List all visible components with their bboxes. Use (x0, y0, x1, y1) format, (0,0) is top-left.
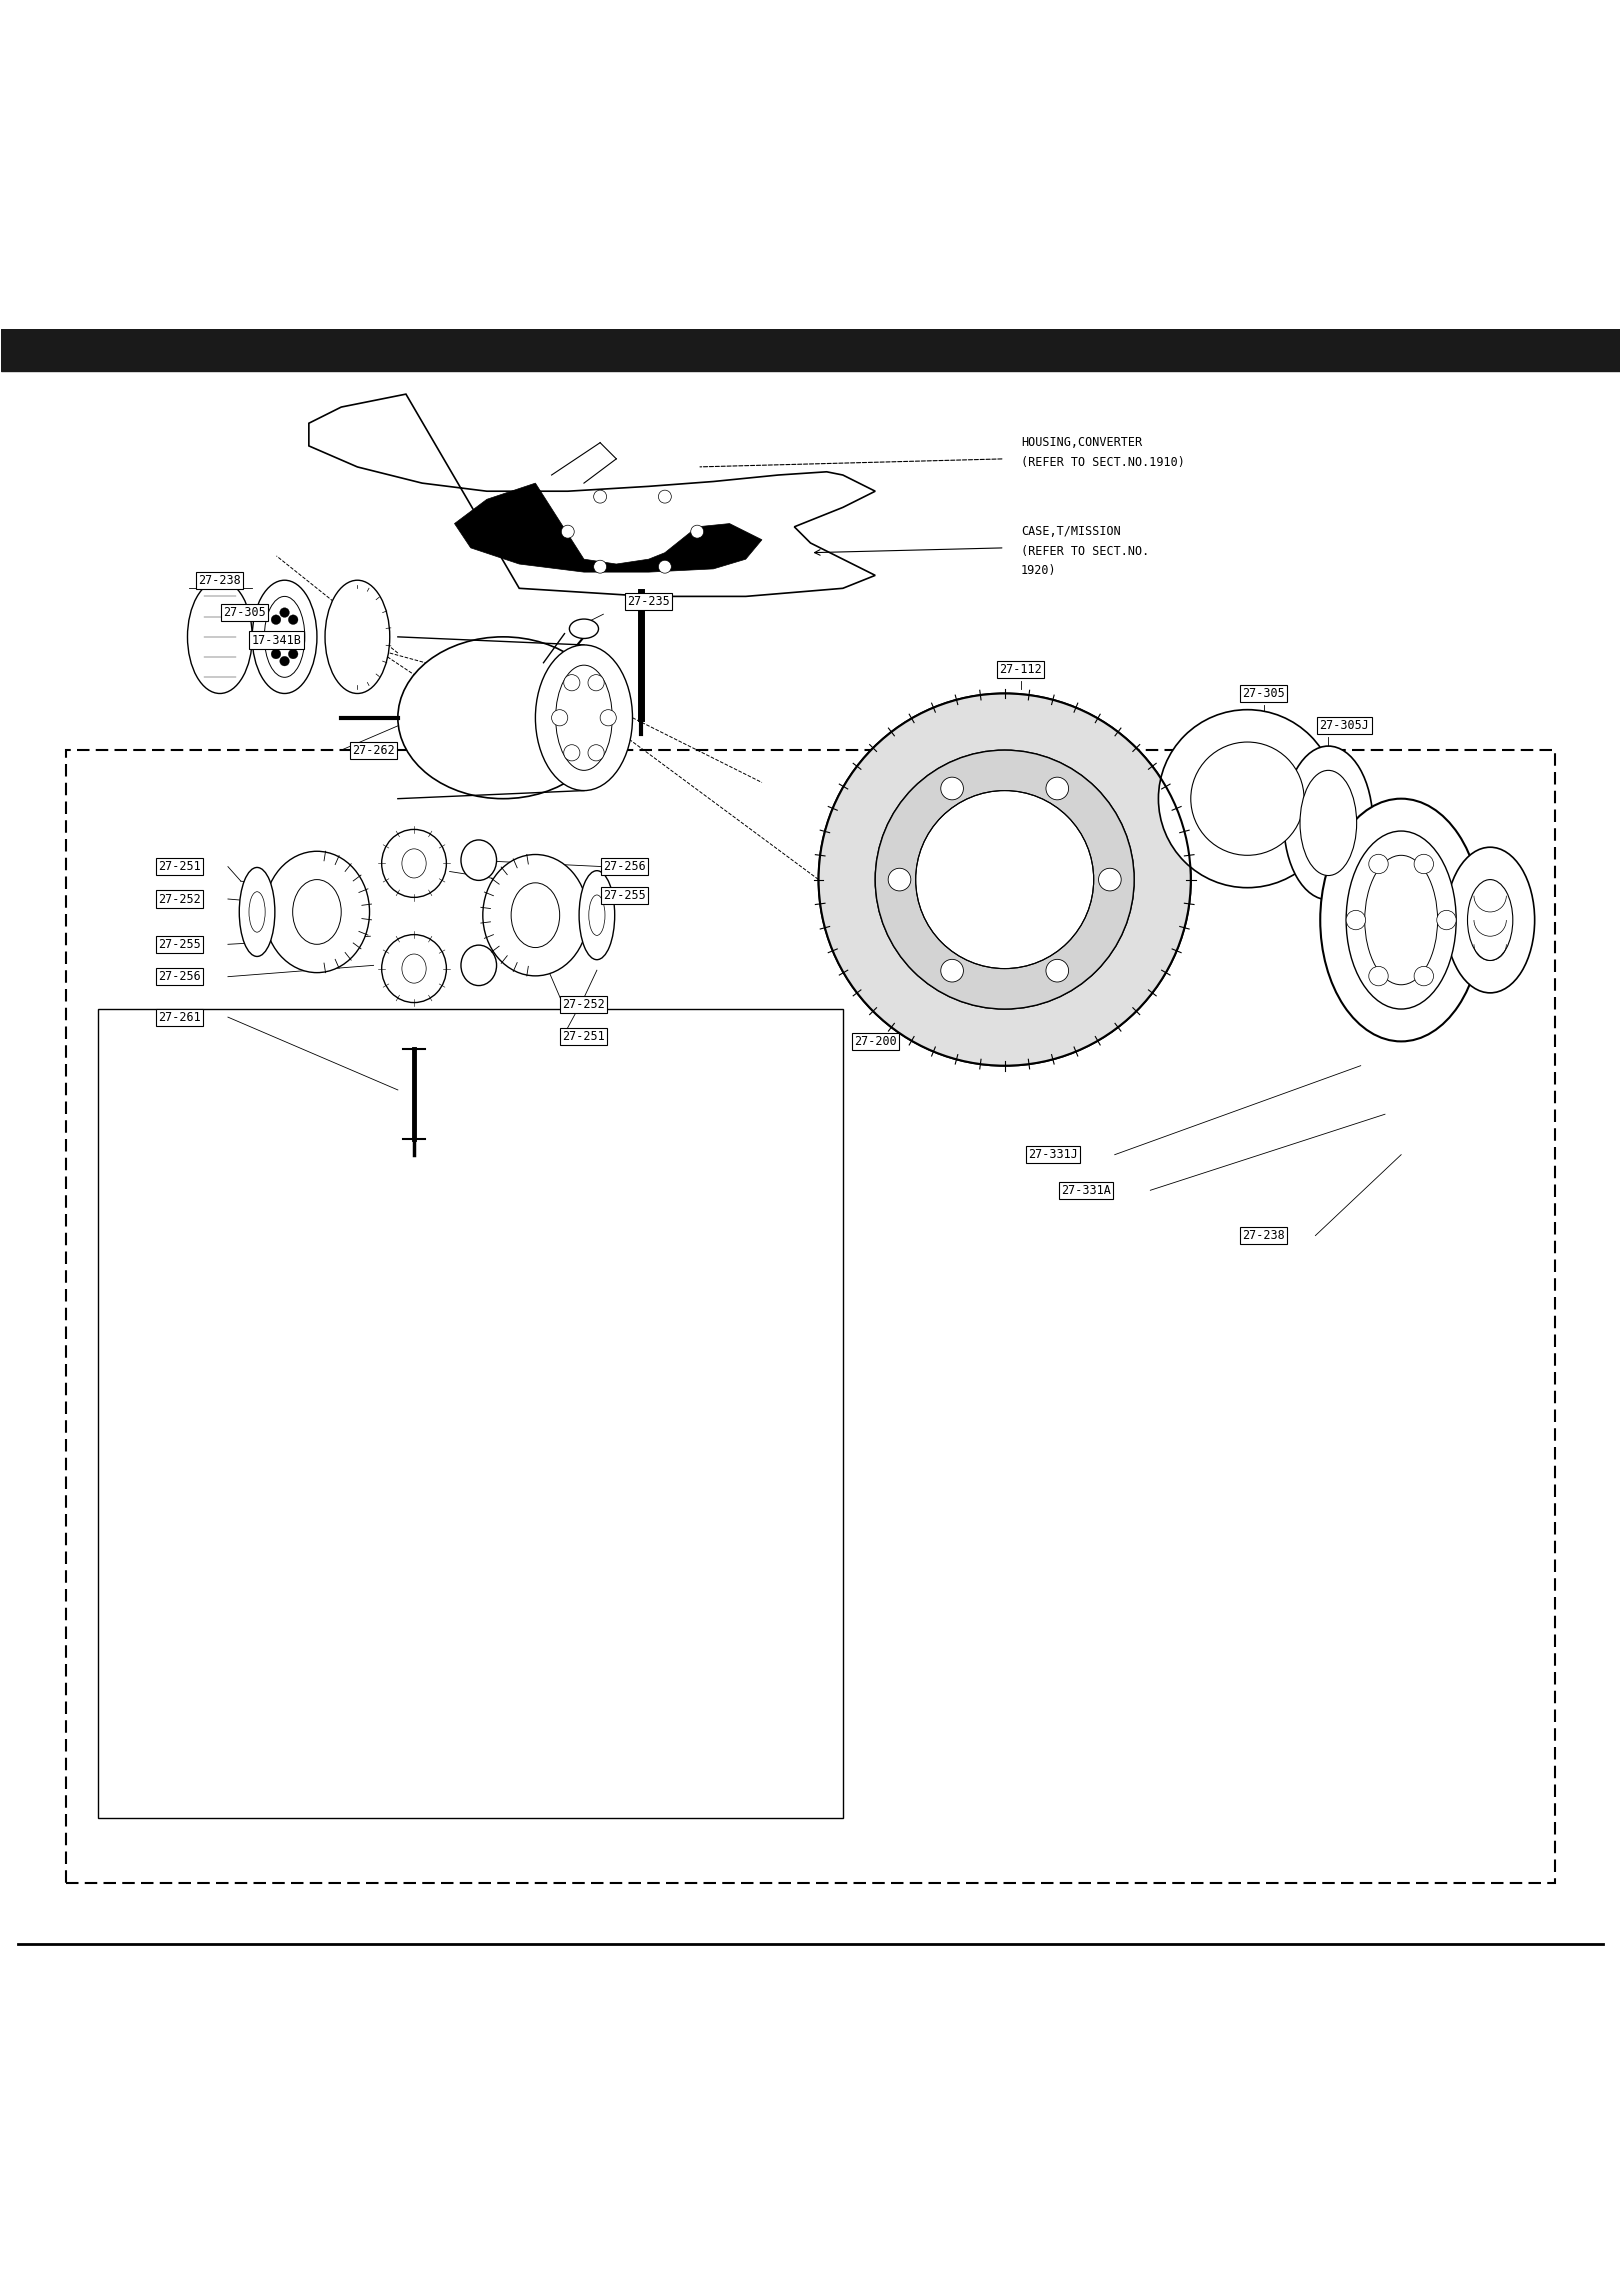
Ellipse shape (293, 879, 340, 945)
Circle shape (280, 608, 290, 617)
Circle shape (267, 633, 277, 642)
Circle shape (1191, 742, 1303, 856)
Ellipse shape (535, 644, 632, 790)
Circle shape (593, 560, 606, 574)
Circle shape (600, 710, 616, 726)
Text: 27-112: 27-112 (1000, 663, 1042, 676)
Circle shape (289, 615, 298, 624)
Circle shape (1159, 710, 1336, 888)
Circle shape (588, 674, 605, 690)
Ellipse shape (588, 895, 605, 936)
Bar (2, 330, 1619, 371)
Circle shape (588, 745, 605, 761)
Ellipse shape (483, 854, 588, 977)
Text: 27-305J: 27-305J (1319, 720, 1370, 733)
FancyBboxPatch shape (66, 749, 1555, 1883)
Text: 27-255: 27-255 (603, 890, 645, 902)
Text: 27-305: 27-305 (1242, 688, 1285, 699)
Ellipse shape (1467, 879, 1512, 961)
Text: HOUSING,CONVERTER: HOUSING,CONVERTER (1021, 437, 1141, 449)
Circle shape (691, 526, 704, 537)
Ellipse shape (556, 665, 613, 770)
Text: CASE,T/MISSION: CASE,T/MISSION (1021, 526, 1120, 537)
Circle shape (271, 615, 280, 624)
Ellipse shape (240, 868, 276, 956)
Circle shape (593, 490, 606, 503)
Circle shape (1046, 959, 1068, 981)
Ellipse shape (1319, 799, 1482, 1041)
Circle shape (1436, 911, 1456, 929)
Text: 17-341B: 17-341B (251, 633, 302, 647)
Text: 27-331J: 27-331J (1028, 1148, 1078, 1161)
Text: (REFER TO SECT.NO.: (REFER TO SECT.NO. (1021, 544, 1149, 558)
Ellipse shape (1446, 847, 1535, 993)
Circle shape (289, 649, 298, 658)
Ellipse shape (264, 597, 305, 676)
Ellipse shape (402, 954, 426, 984)
Ellipse shape (253, 581, 318, 694)
Circle shape (658, 490, 671, 503)
Ellipse shape (1365, 856, 1438, 984)
Ellipse shape (381, 829, 446, 897)
Ellipse shape (381, 934, 446, 1002)
Ellipse shape (188, 581, 253, 694)
Polygon shape (310, 394, 875, 597)
Circle shape (292, 633, 302, 642)
Circle shape (271, 649, 280, 658)
Ellipse shape (460, 945, 496, 986)
Text: 27-251: 27-251 (562, 1029, 605, 1043)
Ellipse shape (579, 870, 614, 959)
Ellipse shape (397, 638, 608, 799)
Text: (REFER TO SECT.NO.1910): (REFER TO SECT.NO.1910) (1021, 455, 1185, 469)
Ellipse shape (569, 619, 598, 638)
Circle shape (280, 656, 290, 665)
Ellipse shape (1345, 831, 1456, 1009)
Text: 27-238: 27-238 (198, 574, 242, 587)
Circle shape (551, 710, 567, 726)
Ellipse shape (250, 893, 266, 931)
Text: 27-252: 27-252 (157, 893, 201, 906)
Circle shape (875, 749, 1135, 1009)
Ellipse shape (326, 581, 389, 694)
Text: 27-256: 27-256 (603, 861, 645, 872)
Text: 27-235: 27-235 (627, 594, 669, 608)
Text: 27-256: 27-256 (157, 970, 201, 984)
Text: 27-238: 27-238 (1242, 1230, 1285, 1241)
Circle shape (564, 674, 580, 690)
Circle shape (940, 776, 963, 799)
Text: 27-305: 27-305 (222, 606, 266, 619)
Ellipse shape (1300, 770, 1357, 877)
Circle shape (888, 868, 911, 890)
Text: 27-261: 27-261 (157, 1011, 201, 1025)
Ellipse shape (402, 849, 426, 879)
Circle shape (1368, 965, 1388, 986)
Circle shape (564, 745, 580, 761)
Circle shape (1099, 868, 1122, 890)
Ellipse shape (264, 852, 370, 972)
Circle shape (561, 526, 574, 537)
Polygon shape (454, 483, 762, 572)
Text: 27-255: 27-255 (157, 938, 201, 952)
Circle shape (658, 560, 671, 574)
Circle shape (916, 790, 1094, 968)
Text: 27-251: 27-251 (157, 861, 201, 872)
Circle shape (1046, 776, 1068, 799)
Text: 1920): 1920) (1021, 565, 1057, 576)
Text: 27-200: 27-200 (854, 1036, 896, 1047)
Circle shape (1345, 911, 1365, 929)
Circle shape (1414, 965, 1433, 986)
Ellipse shape (460, 840, 496, 881)
Text: 27-262: 27-262 (352, 745, 396, 756)
Circle shape (1414, 854, 1433, 874)
Ellipse shape (1284, 747, 1373, 899)
Text: 27-331A: 27-331A (1060, 1184, 1110, 1198)
Ellipse shape (511, 883, 559, 947)
Circle shape (940, 959, 963, 981)
FancyBboxPatch shape (99, 1009, 843, 1817)
Circle shape (819, 694, 1191, 1066)
Text: 27-252: 27-252 (562, 997, 605, 1011)
Circle shape (1368, 854, 1388, 874)
